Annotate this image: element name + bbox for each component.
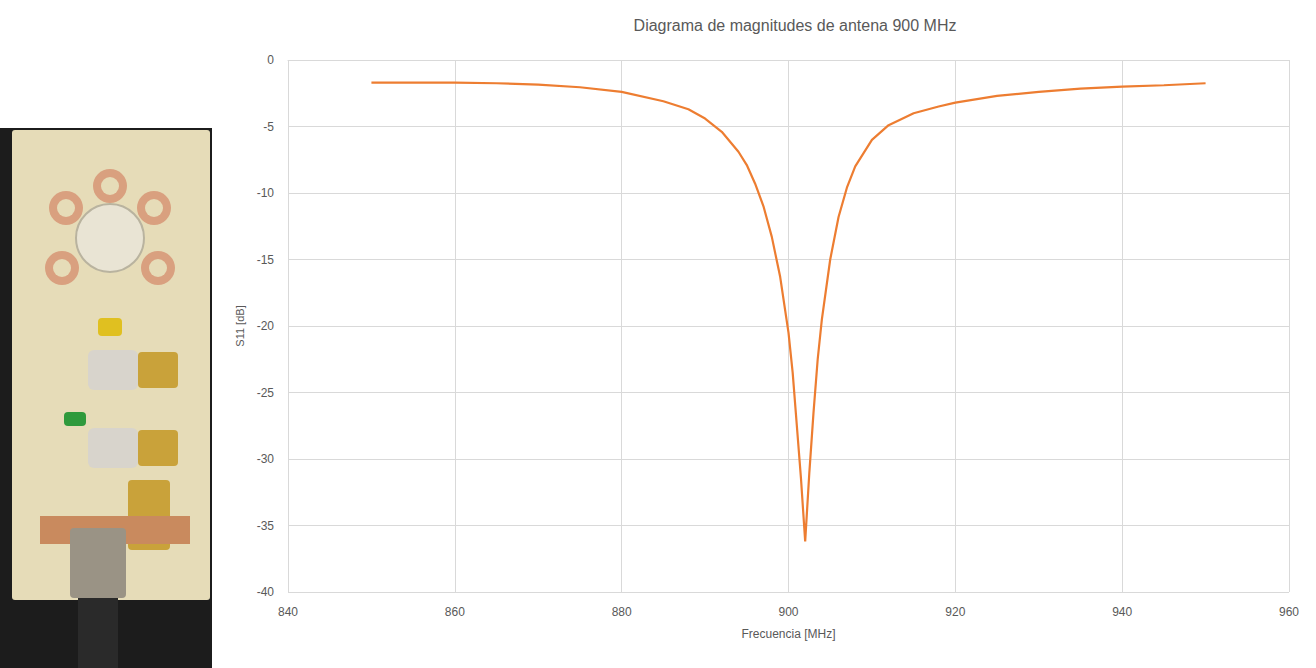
svg-text:-40: -40 xyxy=(257,585,275,599)
svg-text:Frecuencia [MHz]: Frecuencia [MHz] xyxy=(741,627,835,641)
svg-text:0: 0 xyxy=(267,53,274,67)
svg-text:900: 900 xyxy=(778,605,798,619)
svg-text:960: 960 xyxy=(1279,605,1299,619)
svg-text:S11 [dB]: S11 [dB] xyxy=(234,305,246,346)
svg-text:-10: -10 xyxy=(257,186,275,200)
svg-text:880: 880 xyxy=(612,605,632,619)
svg-text:-25: -25 xyxy=(257,386,275,400)
svg-text:-35: -35 xyxy=(257,519,275,533)
svg-text:-5: -5 xyxy=(263,120,274,134)
svg-text:-15: -15 xyxy=(257,253,275,267)
svg-text:840: 840 xyxy=(278,605,298,619)
svg-text:Diagrama de magnitudes de ante: Diagrama de magnitudes de antena 900 MHz xyxy=(634,17,957,34)
svg-text:940: 940 xyxy=(1112,605,1132,619)
svg-text:860: 860 xyxy=(445,605,465,619)
svg-text:-30: -30 xyxy=(257,452,275,466)
svg-text:-20: -20 xyxy=(257,319,275,333)
svg-text:920: 920 xyxy=(945,605,965,619)
